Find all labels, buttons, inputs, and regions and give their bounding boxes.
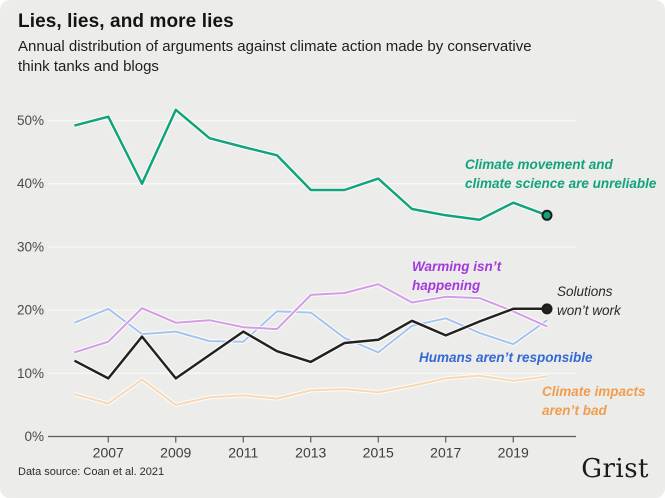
x-tick-label: 2011 <box>228 445 258 461</box>
data-source-note: Data source: Coan et al. 2021 <box>18 466 165 478</box>
series-label-solutions-wont-work: Solutions won’t work <box>557 284 621 318</box>
chart-title: Lies, lies, and more lies <box>18 11 234 32</box>
grist-logo: Grist <box>581 454 649 484</box>
solutions-wont-work-line <box>73 307 547 380</box>
y-tick-label: 30% <box>17 239 44 254</box>
y-tick-label: 10% <box>17 366 44 381</box>
humans-arent-responsible-line <box>74 307 548 354</box>
x-tick-label: 2007 <box>93 445 124 461</box>
x-tick-label: 2015 <box>363 445 394 461</box>
x-tick-label: 2017 <box>430 445 461 461</box>
climate-science-unreliable-end-dot <box>541 209 553 221</box>
y-tick-label: 50% <box>17 113 44 128</box>
warming-isnt-happening-line <box>74 283 548 354</box>
climate-science-unreliable-line <box>74 108 548 221</box>
y-tick-label: 20% <box>17 303 44 318</box>
x-tick-label: 2009 <box>160 445 191 461</box>
series-label-climate-impacts-arent-bad: Climate impacts aren’t bad <box>542 384 646 418</box>
series-label-humans-arent-responsible: Humans aren’t responsible <box>419 350 593 365</box>
x-tick-label: 2013 <box>295 445 326 461</box>
y-tick-label: 40% <box>17 176 44 191</box>
chart-subtitle: Annual distribution of arguments against… <box>18 38 532 75</box>
climate-impacts-arent-bad-line <box>74 374 548 406</box>
solutions-wont-work-end-dot <box>541 303 553 315</box>
solutions-wont-work-halo <box>73 306 547 381</box>
x-tick-label: 2019 <box>498 445 529 461</box>
y-tick-label: 0% <box>24 429 44 444</box>
series-label-warming-isnt-happening: Warming isn’t happening <box>412 259 502 293</box>
series-label-climate-science-unreliable: Climate movement and climate science are… <box>465 157 657 191</box>
